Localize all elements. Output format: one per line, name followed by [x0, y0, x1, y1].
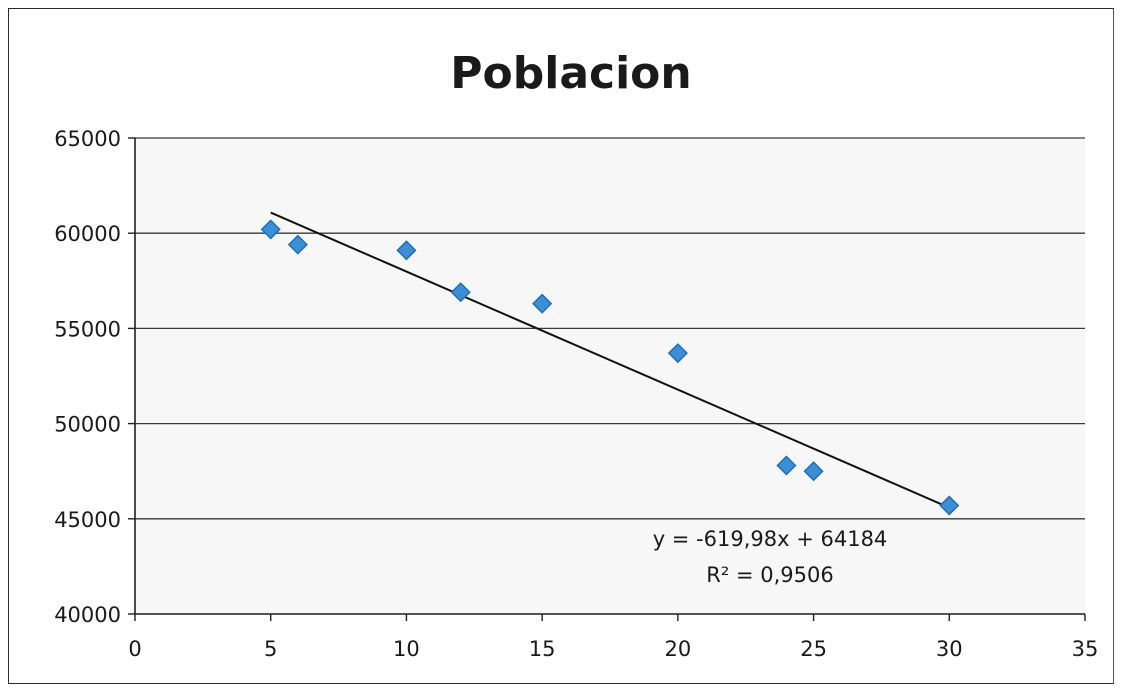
y-tick-label-65000: 65000: [54, 127, 121, 151]
data-point-8: [939, 495, 960, 516]
plot-area: [135, 138, 1085, 614]
data-points: [260, 219, 960, 516]
x-tick-label-15: 15: [529, 637, 556, 661]
trendline-r-squared: R² = 0,9506: [706, 563, 833, 587]
y-tick-label-50000: 50000: [54, 413, 121, 437]
y-tick-label-55000: 55000: [54, 317, 121, 341]
chart-title: Poblacion: [450, 48, 691, 99]
x-tick-label-0: 0: [128, 637, 141, 661]
tick-labels: 40000 45000 50000 55000 60000 65000 0 5 10 15 20 25…: [54, 127, 1098, 661]
x-tick-label-35: 35: [1072, 637, 1099, 661]
axes: [128, 137, 1086, 621]
x-tick-label-5: 5: [264, 637, 277, 661]
x-tick-label-25: 25: [800, 637, 827, 661]
trendline: [270, 211, 950, 509]
trendline-group: [270, 211, 950, 509]
data-point-7: [803, 461, 824, 482]
data-point-1: [287, 234, 308, 255]
trendline-equation: y = -619,98x + 64184: [653, 527, 888, 551]
data-point-2: [396, 240, 417, 261]
y-tick-label-60000: 60000: [54, 222, 121, 246]
y-tick-label-45000: 45000: [54, 508, 121, 532]
y-tick-label-40000: 40000: [54, 603, 121, 627]
x-tick-label-10: 10: [393, 637, 420, 661]
data-point-0: [260, 219, 281, 240]
x-tick-label-20: 20: [664, 637, 691, 661]
x-tick-label-30: 30: [936, 637, 963, 661]
grid-lines: [135, 137, 1085, 520]
data-point-5: [667, 343, 688, 364]
data-point-6: [776, 455, 797, 476]
data-point-3: [450, 282, 471, 303]
data-point-4: [532, 293, 553, 314]
